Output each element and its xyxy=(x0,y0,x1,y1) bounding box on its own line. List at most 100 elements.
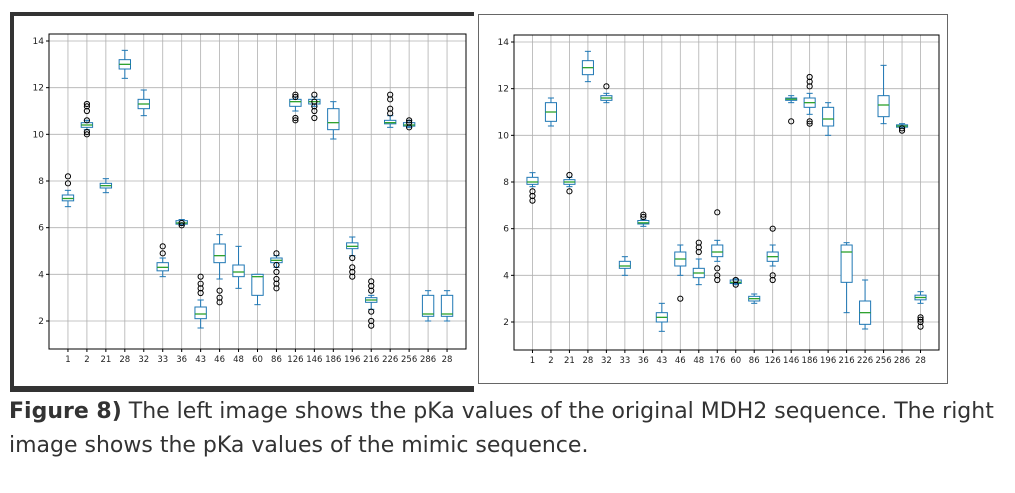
x-tick-label: 286 xyxy=(420,355,436,365)
outlier-point xyxy=(387,105,394,112)
outlier-point xyxy=(714,209,721,216)
x-tick-label: 186 xyxy=(325,355,341,365)
box-body xyxy=(822,106,835,127)
outlier-point xyxy=(529,192,536,200)
outlier-point xyxy=(216,287,223,294)
outlier-point xyxy=(349,254,356,262)
x-tick-label: 126 xyxy=(287,355,303,365)
outlier-point xyxy=(695,239,702,246)
box-60 xyxy=(729,276,742,288)
x-tick-label: 46 xyxy=(675,356,686,366)
x-tick-label: 86 xyxy=(749,356,760,366)
box-86 xyxy=(748,293,761,304)
box-126 xyxy=(289,91,302,124)
outlier-point xyxy=(273,250,280,257)
outlier-point xyxy=(769,276,776,284)
box-33 xyxy=(156,243,169,278)
outlier-point xyxy=(197,289,204,297)
x-tick-label: 196 xyxy=(820,356,836,366)
outlier-point xyxy=(83,100,91,108)
box-286 xyxy=(421,290,435,322)
x-tick-label: 48 xyxy=(233,355,244,365)
outlier-point xyxy=(387,96,394,103)
outlier-point xyxy=(917,323,924,330)
outlier-point xyxy=(368,287,375,294)
outlier-point xyxy=(178,219,185,227)
outlier-point xyxy=(368,308,375,315)
y-tick-label: 14 xyxy=(498,38,510,48)
box-1 xyxy=(526,172,539,204)
x-tick-label: 48 xyxy=(693,356,704,366)
outlier-point xyxy=(83,117,91,124)
outlier-point xyxy=(273,261,280,269)
box-186 xyxy=(327,101,340,140)
outlier-point xyxy=(368,282,375,290)
outlier-point xyxy=(566,171,573,179)
outlier-point xyxy=(806,78,813,85)
outlier-point xyxy=(159,250,166,257)
box-body xyxy=(327,108,340,131)
x-tick-label: 33 xyxy=(157,355,168,365)
y-tick-label: 10 xyxy=(33,130,45,140)
y-tick-label: 6 xyxy=(38,224,44,234)
x-tick-label: 216 xyxy=(838,356,854,366)
outlier-point xyxy=(349,273,356,280)
x-tick-label: 28 xyxy=(119,355,130,365)
outlier-point xyxy=(387,91,394,98)
x-tick-label: 21 xyxy=(100,355,111,365)
box-body xyxy=(618,260,631,269)
x-tick-label: 126 xyxy=(765,356,781,366)
box-32 xyxy=(137,89,150,117)
outlier-point xyxy=(806,83,813,90)
box-48 xyxy=(692,239,705,286)
x-tick-label: 256 xyxy=(875,356,891,366)
figure-caption: Figure 8) The left image shows the pKa v… xyxy=(9,395,1009,463)
box-28 xyxy=(118,49,132,79)
x-tick-label: 1 xyxy=(65,355,70,365)
y-tick-label: 12 xyxy=(33,84,44,94)
box-body xyxy=(232,264,245,278)
box-86 xyxy=(270,250,283,292)
outlier-point xyxy=(769,272,776,279)
outlier-point xyxy=(806,73,813,81)
box-196 xyxy=(822,102,835,136)
outlier-point xyxy=(349,264,356,271)
outlier-point xyxy=(695,248,702,256)
box-28 xyxy=(440,290,454,322)
y-tick-label: 4 xyxy=(503,271,509,281)
x-tick-label: 146 xyxy=(306,355,322,365)
outlier-point xyxy=(273,285,280,292)
x-tick-label: 226 xyxy=(857,356,873,366)
outlier-point xyxy=(197,280,204,287)
box-226 xyxy=(859,279,872,330)
x-tick-label: 46 xyxy=(214,355,225,365)
box-28 xyxy=(914,291,927,330)
box-36 xyxy=(175,219,188,229)
outlier-point xyxy=(292,117,299,124)
box-146 xyxy=(785,95,798,125)
y-tick-label: 10 xyxy=(498,131,510,141)
outlier-point xyxy=(368,322,375,329)
box-46 xyxy=(674,244,687,302)
outlier-point xyxy=(898,125,906,132)
outlier-point xyxy=(695,244,702,251)
outlier-point xyxy=(273,268,280,276)
y-tick-label: 8 xyxy=(503,178,509,188)
x-tick-label: 36 xyxy=(638,356,649,366)
outlier-point xyxy=(640,211,647,218)
right-chart-panel: 2 4 6 8 10 12 14 1 2 21 28 32 33 36 43 46 48 176 60 86 126 14… xyxy=(478,14,948,384)
x-tick-label: 256 xyxy=(401,355,417,365)
plot-frame xyxy=(513,34,940,351)
outlier-point xyxy=(216,299,223,306)
outlier-point xyxy=(677,295,684,302)
outlier-point xyxy=(292,114,299,122)
x-tick-label: 2 xyxy=(548,356,553,366)
outlier-point xyxy=(529,188,536,195)
outlier-point xyxy=(292,93,299,101)
x-tick-label: 28 xyxy=(582,356,593,366)
outlier-point xyxy=(714,276,721,284)
outlier-point xyxy=(159,243,166,250)
x-tick-label: 43 xyxy=(195,355,206,365)
outlier-point xyxy=(311,103,318,110)
